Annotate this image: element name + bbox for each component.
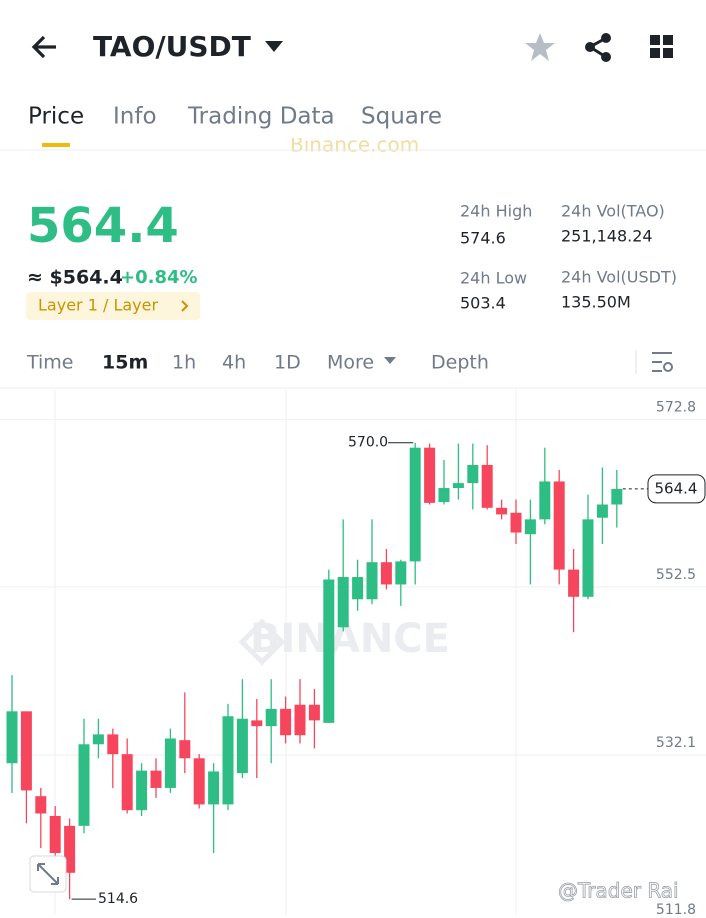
candle-body [121, 754, 133, 811]
candle-body [352, 577, 364, 600]
tab[interactable]: Price [28, 104, 84, 130]
candle-body [611, 488, 623, 505]
candle-body [524, 519, 536, 535]
price-change: +0.84% [120, 267, 198, 288]
candle-body [193, 758, 205, 805]
candle-body [150, 770, 162, 788]
interval[interactable]: 1D [274, 352, 301, 374]
candle-body [164, 738, 176, 788]
candle-body [553, 481, 565, 570]
last-price-label: 564.4 [655, 479, 698, 497]
pair-title[interactable]: TAO/USDT [93, 30, 251, 63]
candle-body [6, 711, 18, 764]
interval[interactable]: 4h [222, 352, 246, 374]
candle-body [438, 488, 450, 503]
share-icon[interactable] [585, 33, 611, 62]
banner-cover [0, 130, 706, 138]
tag-background[interactable] [26, 292, 200, 320]
interval[interactable]: More [327, 352, 374, 374]
candle-body [78, 744, 90, 826]
watermark-logo [238, 618, 286, 666]
candle-body [424, 447, 436, 503]
menu-icon[interactable] [650, 35, 673, 58]
credit: @Trader Rai [558, 879, 679, 903]
tab[interactable]: Trading Data [187, 104, 335, 130]
candle-body [510, 512, 522, 533]
candle-body [496, 507, 508, 515]
y-tick-label: 552.5 [656, 567, 696, 583]
fullscreen-icon [37, 863, 59, 885]
candle-body [35, 796, 47, 814]
candle-body [251, 720, 263, 727]
back-button[interactable] [31, 35, 56, 59]
candle-body [136, 770, 148, 811]
min-label: 514.6 [98, 891, 138, 907]
stat-label: 24h High [460, 202, 532, 221]
candle-body [265, 708, 277, 727]
candle-body [294, 704, 306, 736]
candle-body [323, 579, 335, 723]
candle-body [596, 504, 608, 518]
candle-body [179, 740, 191, 759]
watermark: BINANCE [250, 616, 450, 662]
stat-label: 24h Vol(USDT) [561, 268, 677, 287]
interval[interactable]: Depth [431, 352, 489, 374]
chart-settings[interactable] [652, 352, 673, 372]
tab-indicator [42, 143, 70, 147]
candle-body [380, 562, 392, 585]
sector-tag[interactable]: Layer 1 / Layer [38, 296, 158, 315]
candle-body [467, 464, 479, 484]
more-caret [384, 357, 396, 364]
stat-value: 135.50M [561, 293, 631, 312]
candle-body [337, 577, 349, 628]
candle-body [64, 825, 76, 873]
stat-value: 251,148.24 [561, 227, 653, 246]
y-tick-label: 532.1 [656, 735, 696, 751]
candle-body [308, 704, 320, 721]
interval[interactable]: 15m [102, 352, 148, 374]
stat-value: 574.6 [460, 229, 506, 248]
stat-label: 24h Vol(TAO) [561, 202, 665, 221]
y-tick-label: 511.8 [656, 902, 696, 914]
tab[interactable]: Square [361, 104, 442, 130]
candle-body [452, 483, 464, 489]
y-tick-label: 572.8 [656, 400, 696, 416]
favorite-icon[interactable] [525, 33, 555, 61]
candle-body [92, 734, 104, 745]
stat-value: 503.4 [460, 294, 506, 313]
max-label: 570.0 [348, 435, 388, 451]
candle-body [49, 815, 61, 854]
candle-body [568, 569, 580, 597]
candle-body [395, 561, 407, 585]
candle-body [481, 464, 493, 508]
tab[interactable]: Info [113, 104, 157, 130]
candle-body [107, 734, 119, 755]
interval[interactable]: Time [26, 352, 74, 374]
candle-body [582, 519, 594, 597]
candle-body [208, 771, 220, 805]
fiat-price: ≈ $564.4 [27, 267, 123, 289]
candle-body [236, 718, 248, 774]
candle-body [280, 708, 292, 736]
candle-body [366, 562, 378, 600]
tag-arrow [181, 300, 189, 312]
candle-body [539, 481, 551, 520]
candle-body [409, 447, 421, 562]
pair-dropdown[interactable] [265, 41, 283, 52]
last-price: 564.4 [27, 198, 179, 254]
candle-body [20, 711, 32, 791]
candle-body [222, 716, 234, 805]
last-price-box [647, 474, 706, 504]
interval[interactable]: 1h [172, 352, 196, 374]
stat-label: 24h Low [460, 269, 527, 288]
